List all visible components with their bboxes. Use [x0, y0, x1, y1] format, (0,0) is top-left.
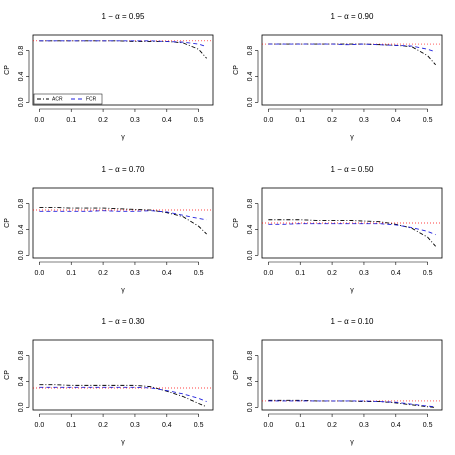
panel-title: 1 − α = 0.50: [331, 165, 374, 174]
series-line: [268, 223, 436, 236]
y-tick-label: 0.4: [18, 377, 25, 387]
panel-title: 1 − α = 0.30: [102, 317, 145, 326]
y-tick-label: 0.4: [247, 225, 254, 235]
panel-title: 1 − α = 0.70: [102, 165, 145, 174]
x-tick-label: 0.5: [423, 270, 433, 277]
x-tick-label: 0.3: [130, 270, 140, 277]
x-tick-label: 0.2: [98, 270, 108, 277]
x-axis-label: γ: [121, 134, 125, 141]
y-tick-label: 0.0: [247, 250, 254, 260]
series-line: [268, 400, 436, 408]
y-tick-label: 0.8: [18, 46, 25, 56]
y-tick-label: 0.4: [247, 377, 254, 387]
y-tick-label: 0.8: [18, 351, 25, 361]
y-axis-label: CP: [233, 65, 240, 75]
x-tick-label: 0.3: [359, 422, 369, 429]
x-tick-label: 0.1: [66, 270, 76, 277]
x-tick-label: 0.3: [359, 270, 369, 277]
x-tick-label: 0.1: [295, 422, 305, 429]
x-tick-label: 0.5: [423, 117, 433, 124]
x-tick-label: 0.5: [194, 422, 204, 429]
series-line: [39, 210, 207, 221]
panel-title: 1 − α = 0.90: [331, 12, 374, 21]
x-tick-label: 0.5: [194, 117, 204, 124]
y-tick-label: 0.0: [18, 250, 25, 260]
x-tick-label: 0.1: [295, 117, 305, 124]
legend-box: [33, 93, 103, 105]
x-axis-label: γ: [350, 439, 354, 446]
x-tick-label: 0.4: [162, 422, 172, 429]
y-axis-label: CP: [233, 370, 240, 380]
x-tick-label: 0.3: [130, 422, 140, 429]
x-tick-label: 0.2: [98, 117, 108, 124]
y-tick-label: 0.8: [247, 199, 254, 209]
y-axis-label: CP: [4, 370, 11, 380]
panel-title: 1 − α = 0.95: [102, 12, 145, 21]
x-axis-label: γ: [350, 134, 354, 141]
x-tick-label: 0.4: [162, 117, 172, 124]
series-line: [268, 219, 436, 247]
x-tick-label: 0.4: [391, 117, 401, 124]
x-axis-label: γ: [121, 439, 125, 446]
y-tick-label: 0.4: [18, 225, 25, 235]
x-tick-label: 0.3: [130, 117, 140, 124]
y-tick-label: 0.4: [18, 72, 25, 82]
x-tick-label: 0.2: [98, 422, 108, 429]
x-tick-label: 0.0: [264, 117, 274, 124]
x-tick-label: 0.2: [327, 117, 337, 124]
x-tick-label: 0.0: [35, 117, 45, 124]
y-tick-label: 0.0: [247, 97, 254, 107]
y-tick-label: 0.0: [18, 97, 25, 107]
plot-frame: [32, 187, 214, 259]
plot-frame: [261, 34, 443, 106]
y-tick-label: 0.4: [247, 72, 254, 82]
x-tick-label: 0.5: [194, 270, 204, 277]
x-tick-label: 0.3: [359, 117, 369, 124]
y-axis-label: CP: [4, 218, 11, 228]
x-tick-label: 0.4: [162, 270, 172, 277]
x-tick-label: 0.2: [327, 270, 337, 277]
x-tick-label: 0.0: [264, 270, 274, 277]
series-line: [39, 206, 207, 235]
y-tick-label: 0.8: [18, 199, 25, 209]
y-tick-label: 0.8: [247, 46, 254, 56]
y-tick-label: 0.8: [247, 351, 254, 361]
y-tick-label: 0.0: [18, 402, 25, 412]
panel-title: 1 − α = 0.10: [331, 317, 374, 326]
legend-label: FCR: [86, 96, 97, 102]
plot-frame: [32, 339, 214, 411]
x-axis-label: γ: [121, 287, 125, 294]
series-line: [39, 40, 207, 48]
x-axis-label: γ: [350, 287, 354, 294]
x-tick-label: 0.1: [66, 117, 76, 124]
x-tick-label: 0.4: [391, 422, 401, 429]
y-axis-label: CP: [4, 65, 11, 75]
legend-label: ACR: [52, 96, 63, 102]
series-line: [39, 384, 207, 408]
series-line: [268, 43, 436, 53]
series-line: [268, 43, 436, 66]
x-tick-label: 0.2: [327, 422, 337, 429]
series-line: [39, 40, 207, 59]
plot-frame: [32, 34, 214, 106]
x-tick-label: 0.5: [423, 422, 433, 429]
y-tick-label: 0.0: [247, 402, 254, 412]
series-line: [39, 386, 207, 402]
x-tick-label: 0.0: [35, 422, 45, 429]
plot-frame: [261, 339, 443, 411]
x-tick-label: 0.0: [35, 270, 45, 277]
x-tick-label: 0.4: [391, 270, 401, 277]
y-axis-label: CP: [233, 218, 240, 228]
x-tick-label: 0.1: [295, 270, 305, 277]
x-tick-label: 0.1: [66, 422, 76, 429]
x-tick-label: 0.0: [264, 422, 274, 429]
